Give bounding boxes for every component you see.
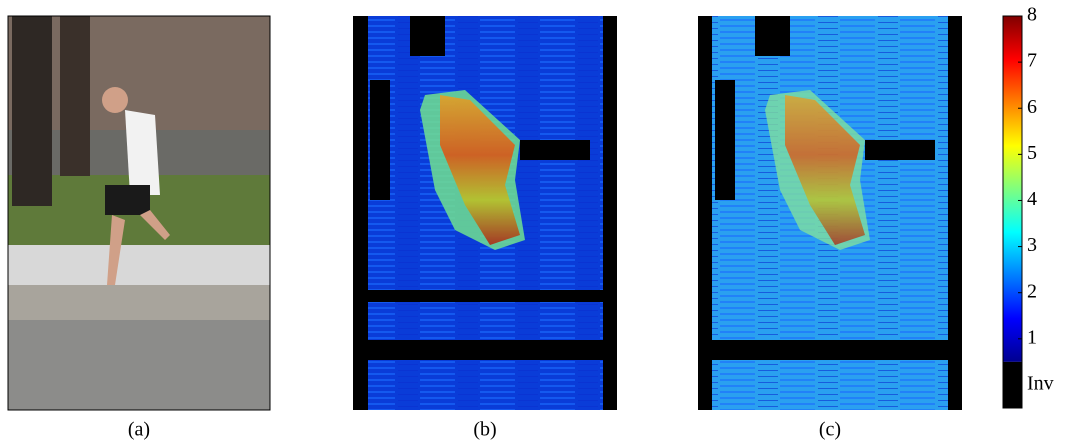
colorbar-tick-label: 5: [1027, 142, 1037, 164]
colorbar-tick-label: 2: [1027, 280, 1037, 302]
panel-label: (c): [819, 419, 841, 441]
colorbar-tick-label: 7: [1027, 50, 1037, 72]
panel-label: (b): [473, 419, 496, 441]
colorbar-frame: [1002, 15, 1023, 409]
panel-label: (a): [128, 419, 150, 441]
colorbar-tick-label: 6: [1027, 96, 1037, 118]
colorbar-gradient: [1003, 16, 1022, 362]
disparity-map-b: [353, 16, 617, 410]
photo-panel: [7, 15, 271, 411]
colorbar-tick-label: 3: [1027, 234, 1037, 256]
colorbar-tick-label: Inv: [1027, 373, 1054, 395]
colorbar: Inv 1 2 3 4 5 6 7 8: [1002, 4, 1054, 409]
disparity-map-c: [698, 16, 962, 410]
colorbar-tick-label: 4: [1027, 188, 1037, 210]
colorbar-invalid: [1003, 361, 1022, 408]
colorbar-tick-label: 1: [1027, 326, 1037, 348]
colorbar-tick-label: 8: [1027, 4, 1037, 26]
